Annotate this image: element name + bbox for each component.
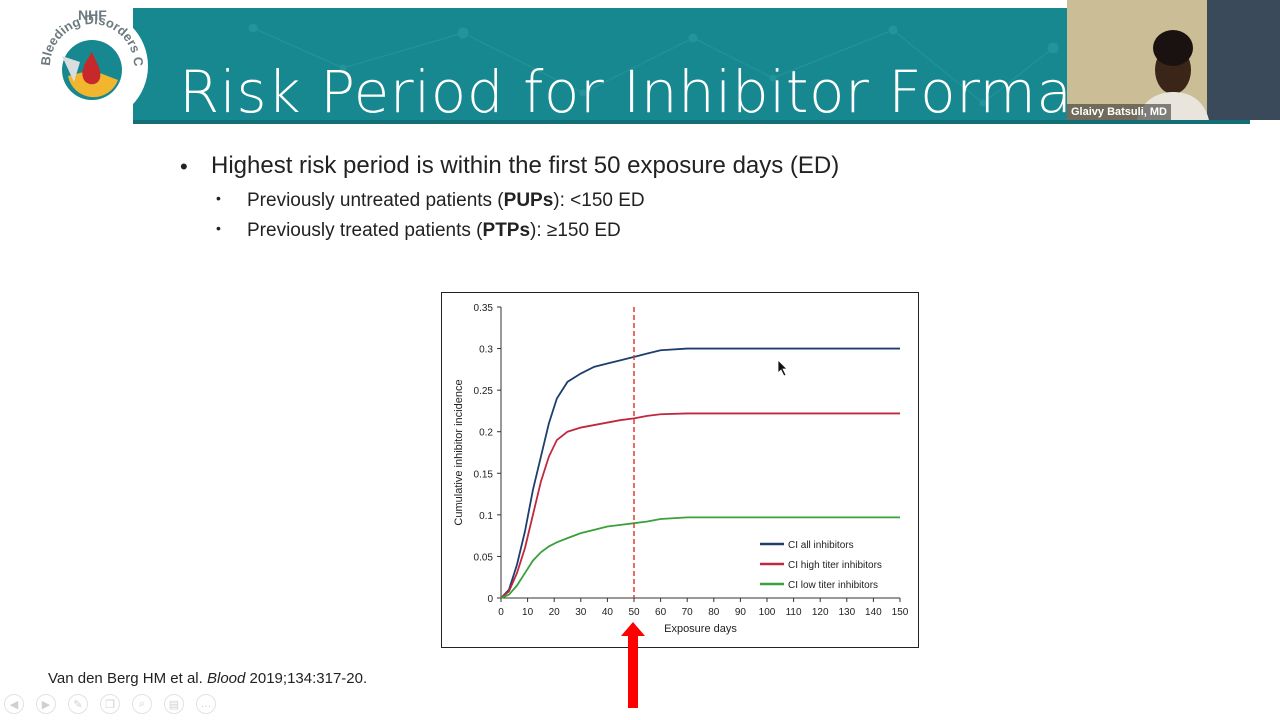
webcam-overlay: Glaivy Batsuli, MD	[1067, 0, 1280, 120]
x-tick-label: 40	[602, 607, 614, 618]
legend-label: CI high titer inhibitors	[788, 560, 882, 571]
x-tick-label: 80	[708, 607, 720, 618]
next-icon[interactable]: ▶	[36, 694, 56, 714]
sub-bullet-bold: PUPs	[503, 190, 554, 211]
sub-bullet-text: Previously treated patients (	[247, 220, 483, 241]
arrow-up-icon	[621, 622, 645, 708]
y-tick-label: 0.05	[474, 552, 494, 563]
more-icon[interactable]: …	[196, 694, 216, 714]
x-tick-label: 50	[628, 607, 640, 618]
y-axis-label: Cumulative inhibitor incidence	[453, 379, 465, 525]
citation-ref: 2019;134:317-20.	[245, 670, 368, 687]
bullet-dot: •	[216, 220, 221, 236]
x-tick-label: 100	[759, 607, 776, 618]
x-tick-label: 70	[682, 607, 694, 618]
y-tick-label: 0.35	[474, 303, 494, 314]
series-line-0	[500, 347, 900, 599]
speaker-name: Glaivy Batsuli, MD	[1067, 104, 1171, 120]
y-tick-label: 0.3	[479, 345, 493, 356]
y-tick-label: 0.15	[474, 469, 494, 480]
sub-bullet-text: ): <150 ED	[553, 190, 645, 211]
incidence-chart: 0 10 20 30 40 50 60 70 80 90 100 110 120 130 140 150 0 0.…	[441, 292, 919, 648]
y-tick-label: 0	[487, 594, 493, 605]
x-tick-label: 140	[865, 607, 882, 618]
x-tick-label: 90	[735, 607, 747, 618]
chart-svg: 0 10 20 30 40 50 60 70 80 90 100 110 120 130 140 150 0 0.…	[453, 303, 909, 635]
x-tick-label: 10	[522, 607, 534, 618]
logo-org: NHF	[78, 7, 107, 23]
sub-bullet-bold: PTPs	[482, 220, 531, 241]
zoom-icon[interactable]: ⌕	[132, 694, 152, 714]
x-tick-label: 150	[892, 607, 909, 618]
x-axis-label: Exposure days	[664, 623, 737, 635]
citation-journal: Blood	[206, 670, 246, 687]
x-tick-label: 60	[655, 607, 667, 618]
series-line-2	[500, 516, 900, 599]
speaker-video	[1067, 0, 1280, 120]
cursor-icon	[778, 360, 788, 376]
pen-icon[interactable]: ✎	[68, 694, 88, 714]
bullet-dot: •	[180, 154, 188, 179]
copy-icon[interactable]: ❐	[100, 694, 120, 714]
citation: Van den Berg HM et al. Blood 2019;134:31…	[48, 670, 367, 687]
bullet-main-text: Highest risk period is within the first …	[211, 152, 840, 179]
bullet-dot: •	[216, 190, 221, 206]
y-tick-label: 0.1	[479, 511, 493, 522]
banner-underline	[133, 120, 1250, 124]
title-banner: Risk Period for Inhibitor Formation	[133, 8, 1250, 124]
x-tick-label: 130	[838, 607, 855, 618]
x-tick-label: 110	[786, 607, 802, 618]
x-tick-label: 120	[812, 607, 829, 618]
network-pattern	[248, 23, 1059, 107]
x-tick-label: 0	[498, 607, 504, 618]
legend-label: CI low titer inhibitors	[788, 580, 878, 591]
citation-authors: Van den Berg HM et al.	[48, 670, 207, 687]
sub-bullet-text: Previously untreated patients (	[247, 190, 504, 211]
sub-bullet-text: ): ≥150 ED	[530, 220, 621, 241]
series-line-1	[500, 412, 900, 599]
y-tick-label: 0.25	[474, 386, 494, 397]
nhf-logo: Bleeding Disorders Conference NHF	[22, 4, 148, 122]
legend-label: CI all inhibitors	[788, 540, 854, 551]
subtitles-icon[interactable]: ▤	[164, 694, 184, 714]
x-tick-label: 30	[575, 607, 587, 618]
y-tick-label: 0.2	[479, 428, 493, 439]
slide-title: Risk Period for Inhibitor Formation	[179, 58, 1186, 124]
prev-icon[interactable]: ◀	[4, 694, 24, 714]
x-tick-label: 20	[549, 607, 561, 618]
